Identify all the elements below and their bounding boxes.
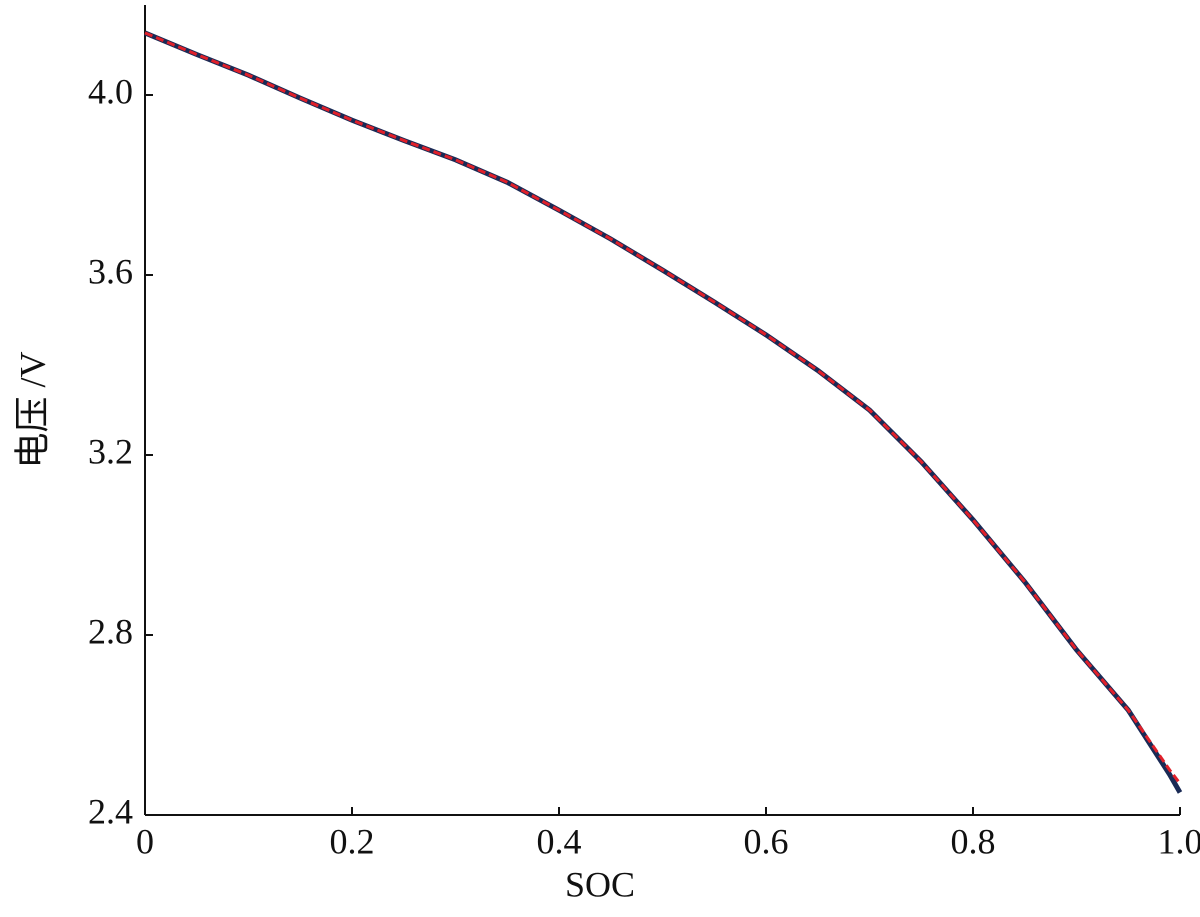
x-tick-label: 1.0 xyxy=(1158,821,1200,861)
data-line xyxy=(144,31,1182,785)
x-tick-label: 0.2 xyxy=(330,821,375,861)
x-axis-label: SOC xyxy=(565,864,635,904)
y-tick-label: 2.4 xyxy=(88,791,133,831)
y-tick-label: 4.0 xyxy=(88,71,133,111)
x-tick-label: 0 xyxy=(136,821,154,861)
x-tick-label: 0.8 xyxy=(951,821,996,861)
y-tick-label: 3.2 xyxy=(88,431,133,471)
y-tick-label: 3.6 xyxy=(88,251,133,291)
x-tick-label: 0.4 xyxy=(537,821,582,861)
data-line xyxy=(144,30,1183,794)
y-tick-label: 2.8 xyxy=(88,611,133,651)
y-axis-label: 电压 /V xyxy=(12,351,52,468)
x-tick-label: 0.6 xyxy=(744,821,789,861)
